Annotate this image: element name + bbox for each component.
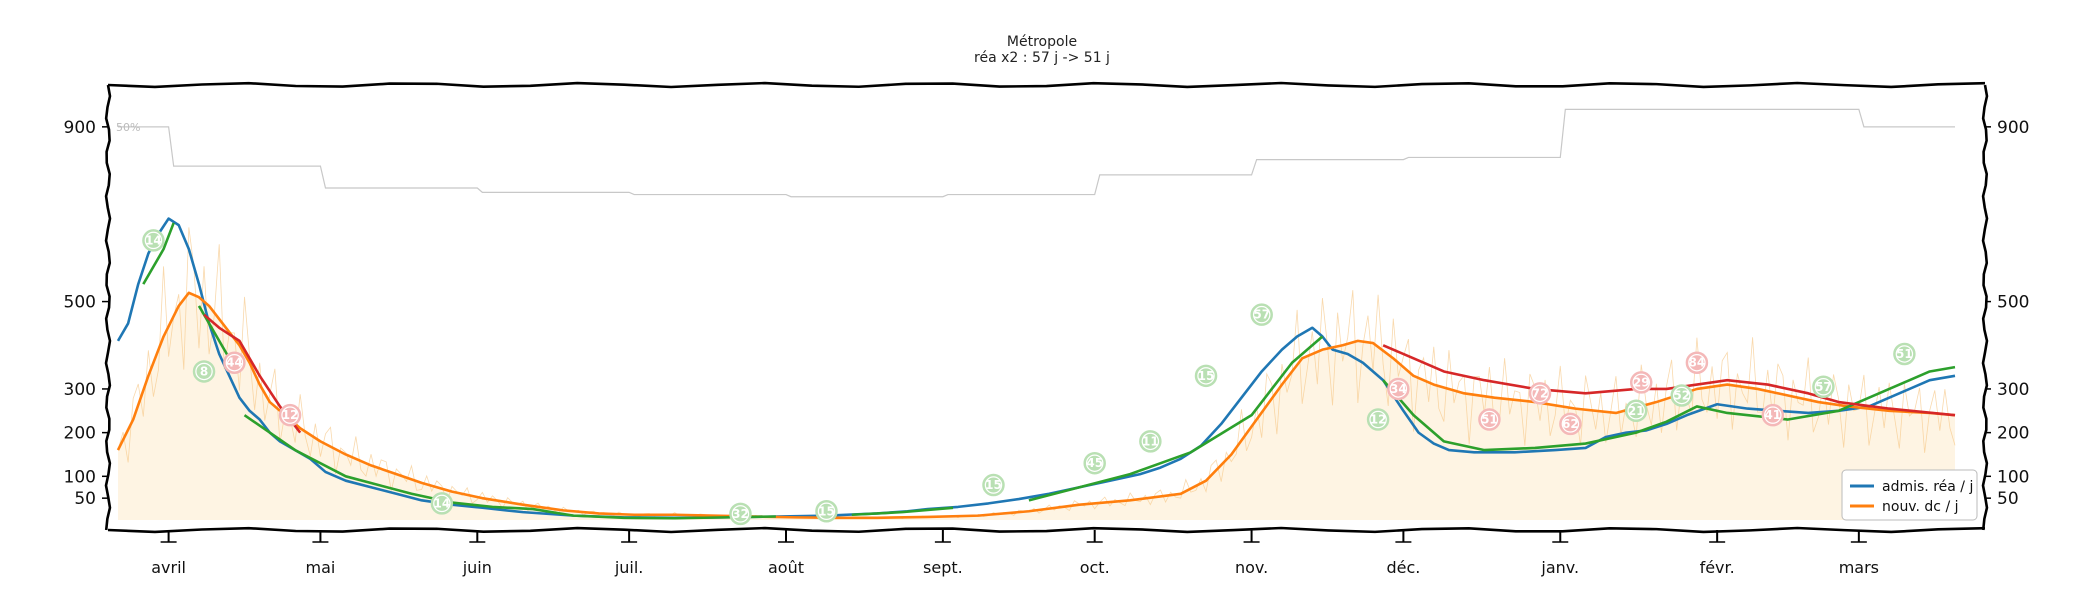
annotation-label-7: 15: [985, 478, 1002, 492]
annotation-fill-18: [1633, 374, 1649, 390]
ytick-label-right-3: 300: [1997, 380, 2029, 400]
chart-subtitle: réa x2 : 57 j -> 51 j: [974, 50, 1110, 66]
annotation-fill-2: [226, 355, 242, 371]
annotation-label-9: 11: [1142, 434, 1159, 448]
ytick-label-right-0: 50: [1997, 489, 2019, 509]
annotation-label-10: 15: [1198, 369, 1215, 383]
month-label-7: nov.: [1235, 558, 1268, 577]
annotation-fill-15: [1532, 385, 1548, 401]
annotation-label-2: 44: [226, 356, 243, 370]
month-label-3: juil.: [614, 558, 644, 577]
legend-label-1: nouv. dc / j: [1882, 499, 1959, 515]
ytick-label-right-1: 100: [1997, 467, 2029, 487]
reference-label: 50%: [116, 121, 140, 134]
annotation-fill-8: [1087, 455, 1103, 471]
ytick-label-left-5: 900: [64, 118, 96, 138]
annotation-label-23: 51: [1896, 347, 1913, 361]
annotation-fill-21: [1765, 407, 1781, 423]
trend-segment-4: [1028, 335, 1324, 502]
plot-area: 50% 14 8 44 12 14 32 15 15 45 11 15 57 12 34 51 72 62 21 29…: [64, 81, 2029, 577]
axis-right: [1981, 84, 1989, 531]
annotation-label-3: 12: [282, 408, 299, 422]
annotation-label-17: 21: [1628, 404, 1645, 418]
ytick-label-left-0: 50: [74, 489, 96, 509]
deaths-area: [118, 292, 1955, 520]
annotation-fill-14: [1481, 412, 1497, 428]
series-line-1: [116, 291, 1956, 520]
annotation-fill-10: [1198, 368, 1214, 384]
annotation-fill-23: [1896, 346, 1912, 362]
annotation-fill-7: [985, 477, 1001, 493]
annotation-fill-22: [1815, 379, 1831, 395]
month-label-8: déc.: [1386, 558, 1420, 577]
annotation-fill-6: [818, 503, 834, 519]
annotation-label-16: 62: [1562, 417, 1579, 431]
annotation-fill-4: [434, 495, 450, 511]
legend: admis. réa / j nouv. dc / j: [1841, 469, 1978, 521]
month-label-0: avril: [151, 558, 186, 577]
month-label-9: janv.: [1540, 558, 1579, 577]
annotation-label-11: 57: [1253, 308, 1270, 322]
month-label-2: juin: [462, 558, 492, 577]
annotation-label-12: 12: [1370, 413, 1387, 427]
annotation-label-4: 14: [434, 496, 451, 510]
reference-line: [118, 108, 1955, 198]
annotation-label-8: 45: [1086, 456, 1103, 470]
annotation-fill-1: [196, 363, 212, 379]
annotation-label-22: 57: [1815, 380, 1832, 394]
annotation-fill-3: [282, 407, 298, 423]
annotation-label-0: 14: [145, 233, 162, 247]
annotation-fill-16: [1562, 416, 1578, 432]
annotation-fill-12: [1370, 412, 1386, 428]
trend-segment-2: [243, 414, 776, 520]
trend-segment-7: [1382, 344, 1956, 417]
ytick-label-left-2: 200: [64, 424, 96, 444]
annotation-label-21: 41: [1764, 408, 1781, 422]
month-label-6: oct.: [1080, 558, 1110, 577]
axis-left: [104, 84, 112, 531]
trend-segment-3: [851, 506, 954, 517]
month-label-4: août: [768, 558, 804, 577]
annotation-label-13: 34: [1390, 382, 1407, 396]
annotation-label-5: 32: [732, 507, 749, 521]
legend-box: [1841, 469, 1978, 521]
annotation-label-6: 15: [818, 504, 835, 518]
trend-segment-5: [1382, 365, 1956, 452]
annotation-fill-19: [1674, 388, 1690, 403]
month-label-11: mars: [1839, 558, 1879, 577]
annotation-label-1: 8: [200, 364, 208, 378]
ytick-label-right-5: 900: [1997, 118, 2029, 138]
axis-top: [107, 81, 1986, 89]
annotation-fill-20: [1689, 355, 1705, 371]
month-label-1: mai: [306, 558, 336, 577]
ytick-label-left-1: 100: [64, 467, 96, 487]
chart-title: Métropole: [1007, 34, 1077, 50]
annotation-fill-13: [1390, 381, 1406, 397]
annotation-fill-9: [1142, 433, 1158, 449]
annotation-fill-5: [732, 506, 748, 522]
month-label-5: sept.: [923, 558, 963, 577]
annotation-fill-11: [1254, 307, 1270, 323]
annotation-label-18: 29: [1633, 375, 1650, 389]
ytick-label-left-4: 500: [64, 293, 96, 313]
month-label-10: févr.: [1700, 558, 1735, 577]
annotation-fill-17: [1628, 403, 1644, 419]
annotation-label-15: 72: [1532, 386, 1549, 400]
annotation-fill-0: [145, 232, 161, 248]
ytick-label-right-4: 500: [1997, 293, 2029, 313]
annotation-label-14: 51: [1481, 413, 1498, 427]
annotation-label-19: 52: [1673, 389, 1690, 403]
legend-label-0: admis. réa / j: [1882, 479, 1973, 495]
annotation-label-20: 84: [1689, 356, 1706, 370]
trend-segment-0: [142, 222, 175, 285]
axis-bottom: [107, 526, 1986, 534]
ytick-label-left-3: 300: [64, 380, 96, 400]
ytick-label-right-2: 200: [1997, 424, 2029, 444]
